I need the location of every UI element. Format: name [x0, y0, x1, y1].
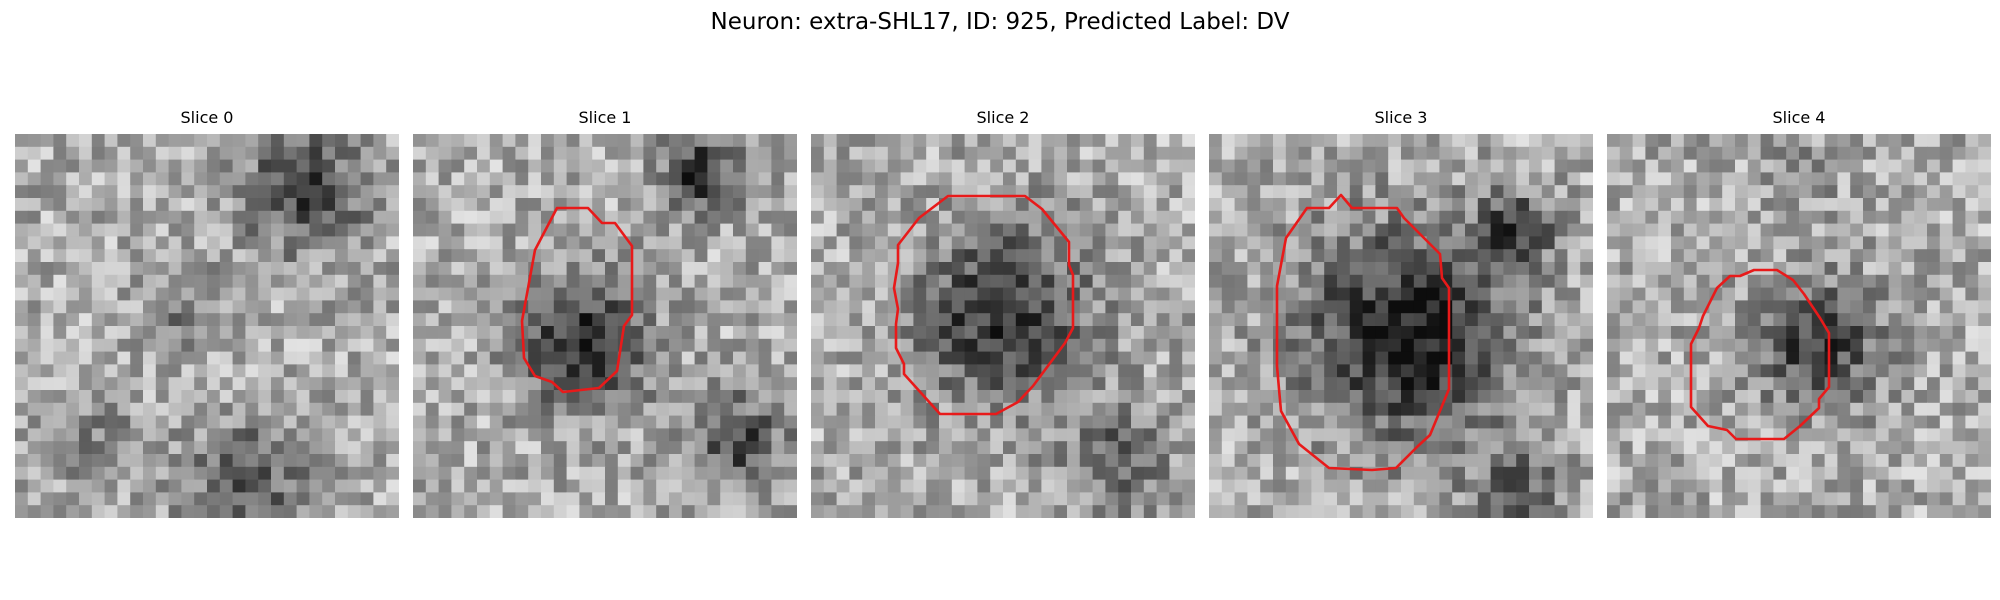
grayscale-pixel-grid	[15, 134, 399, 518]
slice-title: Slice 1	[578, 108, 632, 127]
segmentation-contour	[1689, 268, 1831, 441]
slice-image-1	[413, 134, 797, 518]
grayscale-pixel-grid	[1209, 134, 1593, 518]
segmentation-contour	[1275, 193, 1451, 472]
slice-title: Slice 2	[976, 108, 1030, 127]
slice-title: Slice 4	[1772, 108, 1826, 127]
grayscale-pixel-grid	[811, 134, 1195, 518]
grayscale-pixel-grid	[1607, 134, 1991, 518]
figure-title: Neuron: extra-SHL17, ID: 925, Predicted …	[710, 9, 1290, 35]
slice-image-2	[811, 134, 1195, 518]
slice-title: Slice 3	[1374, 108, 1428, 127]
slice-image-4	[1607, 134, 1991, 518]
slice-image-3	[1209, 134, 1593, 518]
slice-title: Slice 0	[180, 108, 234, 127]
segmentation-contour	[892, 194, 1075, 416]
segmentation-contour	[520, 206, 634, 394]
grayscale-pixel-grid	[413, 134, 797, 518]
slice-image-0	[15, 134, 399, 518]
